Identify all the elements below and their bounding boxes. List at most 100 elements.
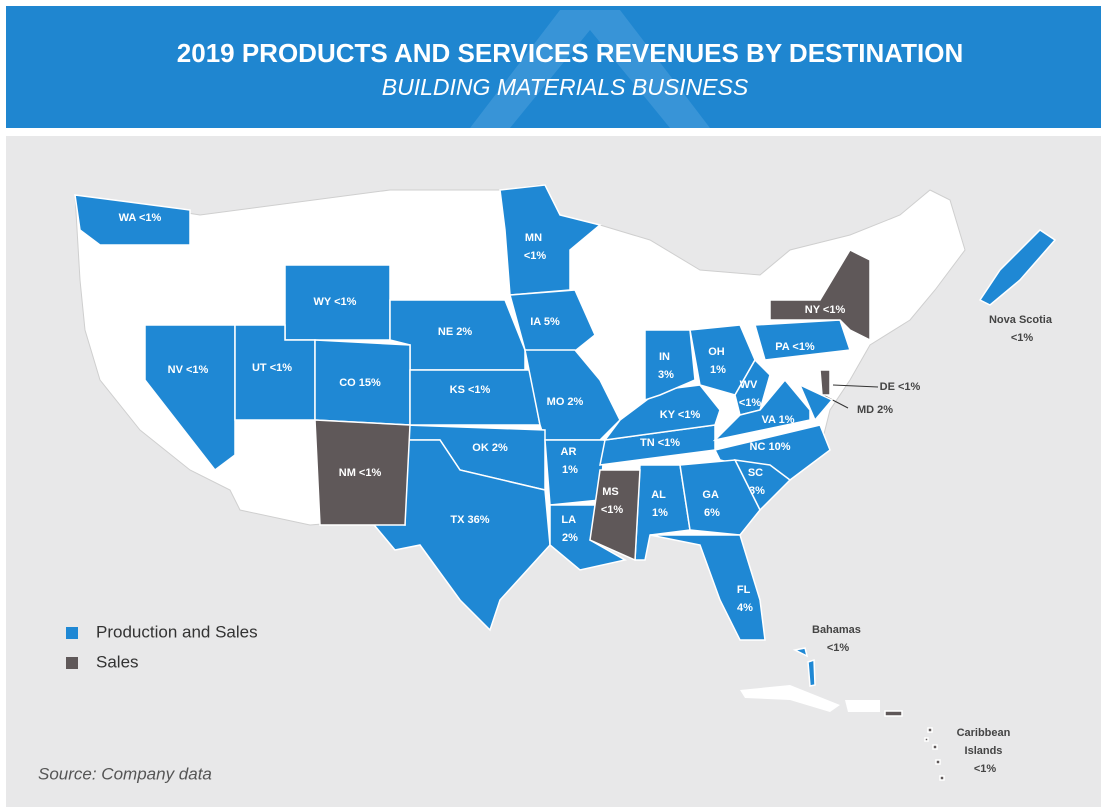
region-label: PA <1% xyxy=(775,341,815,353)
label-line: WA <1% xyxy=(119,212,162,224)
de-pointer xyxy=(832,384,879,388)
label-line: CO 15% xyxy=(339,377,381,389)
label-line: <1% xyxy=(827,642,850,654)
region-label: IA 5% xyxy=(530,316,560,328)
label-line: <1% xyxy=(974,763,997,775)
region xyxy=(734,358,771,416)
label-line: AL xyxy=(651,489,669,501)
label-line: NY <1% xyxy=(805,304,846,316)
region-label: MS <1% xyxy=(601,486,624,516)
region-label: NV <1% xyxy=(168,364,209,376)
region-label: NC 10% xyxy=(750,441,791,453)
label-line: SC xyxy=(748,467,766,479)
region xyxy=(924,737,929,742)
label-line: <1% xyxy=(1011,332,1034,344)
label-line: GA xyxy=(702,489,721,501)
label-line: 1% xyxy=(562,464,578,476)
label-line: 4% xyxy=(737,602,753,614)
header-logo xyxy=(470,10,710,128)
label-line: 3% xyxy=(658,369,674,381)
region-label: WV <1% xyxy=(739,379,762,409)
label-line: LA xyxy=(561,514,578,526)
label-line: AR xyxy=(561,446,580,458)
region-label: MO 2% xyxy=(547,396,584,408)
source: Source: Company data xyxy=(38,764,212,783)
region-label: OH 1% xyxy=(708,346,728,376)
label-line: TX 36% xyxy=(450,514,489,526)
title: 2019 PRODUCTS AND SERVICES REVENUES BY D… xyxy=(177,38,963,68)
legend-swatch xyxy=(66,657,78,669)
region-label: FL 4% xyxy=(737,584,753,614)
label-line: Nova Scotia xyxy=(989,314,1055,326)
label-line: Caribbean xyxy=(957,727,1014,739)
label-line: FL xyxy=(737,584,753,596)
region xyxy=(754,319,852,361)
region-label: TX 36% xyxy=(450,514,489,526)
label-line: OK 2% xyxy=(472,442,508,454)
label-line: WV xyxy=(740,379,761,391)
region xyxy=(819,369,831,396)
region xyxy=(644,329,696,402)
label-line: NM <1% xyxy=(339,467,382,479)
region xyxy=(649,534,766,641)
region xyxy=(314,419,411,526)
region-label: MN <1% xyxy=(524,232,547,262)
label-line: MN xyxy=(525,232,545,244)
region-label: Nova Scotia <1% xyxy=(989,314,1055,344)
label-line: NC 10% xyxy=(750,441,791,453)
label-line: NV <1% xyxy=(168,364,209,376)
region xyxy=(935,759,941,765)
label-line: IN xyxy=(659,351,673,363)
region-label: KY <1% xyxy=(660,409,701,421)
label-line: <1% xyxy=(739,397,762,409)
region-label: UT <1% xyxy=(252,362,292,374)
label-line: MO 2% xyxy=(547,396,584,408)
region-label: NE 2% xyxy=(438,326,472,338)
region-label: CO 15% xyxy=(339,377,381,389)
label-line: IA 5% xyxy=(530,316,560,328)
region-label: WY <1% xyxy=(314,296,357,308)
label-line: 2% xyxy=(562,532,578,544)
cuba xyxy=(740,685,840,712)
label-line: VA 1% xyxy=(761,414,794,426)
region-label: DE <1% xyxy=(880,381,921,393)
region-label: WA <1% xyxy=(119,212,162,224)
region xyxy=(939,775,945,781)
subtitle: BUILDING MATERIALS BUSINESS xyxy=(382,74,749,100)
region xyxy=(798,383,834,422)
region xyxy=(499,184,602,296)
region xyxy=(74,194,191,246)
label-line: OH xyxy=(708,346,728,358)
region-label: Bahamas <1% xyxy=(812,624,864,654)
region-label: Caribbean Islands <1% xyxy=(957,727,1014,775)
label-line: KS <1% xyxy=(450,384,491,396)
region-label: IN 3% xyxy=(658,351,674,381)
region-label: NM <1% xyxy=(339,467,382,479)
region-label: TN <1% xyxy=(640,437,680,449)
region xyxy=(679,459,761,536)
region-label: KS <1% xyxy=(450,384,491,396)
label-line: <1% xyxy=(601,504,624,516)
region xyxy=(769,249,871,342)
legend-label: Sales xyxy=(96,652,139,671)
label-line: NE 2% xyxy=(438,326,472,338)
hispaniola xyxy=(845,700,880,712)
legend-label: Production and Sales xyxy=(96,622,258,641)
label-line: 1% xyxy=(652,507,668,519)
label-line: Islands xyxy=(965,745,1006,757)
region-label: MD 2% xyxy=(857,404,893,416)
label-line: Bahamas xyxy=(812,624,864,636)
label-line: MS xyxy=(602,486,622,498)
label-line: MD 2% xyxy=(857,404,893,416)
region-label: AL 1% xyxy=(651,489,669,519)
region xyxy=(589,469,641,562)
region xyxy=(524,349,621,441)
label-line: UT <1% xyxy=(252,362,292,374)
region xyxy=(807,658,816,687)
label-line: KY <1% xyxy=(660,409,701,421)
region xyxy=(509,289,596,356)
region-label: OK 2% xyxy=(472,442,508,454)
label-line: DE <1% xyxy=(880,381,921,393)
label-line: 6% xyxy=(704,507,720,519)
